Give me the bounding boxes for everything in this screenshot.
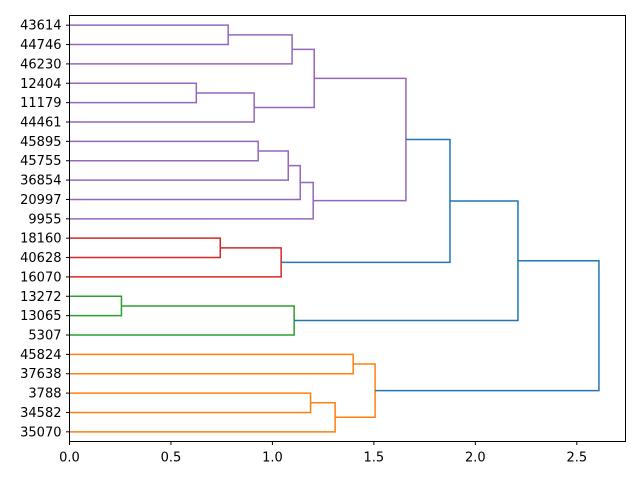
x-axis-ticks: 0.0 0.5 1.0 1.5 2.0 2.5 xyxy=(59,441,587,466)
dendrogram-links xyxy=(69,24,600,433)
leaf-label: 11179 xyxy=(20,96,61,111)
plot-frame xyxy=(69,15,626,442)
leaf-label: 16070 xyxy=(20,270,61,285)
leaf-label: 40628 xyxy=(20,251,61,266)
leaf-label: 37638 xyxy=(20,367,61,382)
leaf-label: 13065 xyxy=(20,309,61,324)
leaf-label: 34582 xyxy=(20,406,61,421)
leaf-label: 45824 xyxy=(20,348,61,363)
leaf-label: 20997 xyxy=(20,193,61,208)
dendrogram-link xyxy=(69,295,123,317)
leaf-labels: 43614 44746 46230 12404 11179 44461 45895 45755… xyxy=(20,19,70,440)
leaf-label: 45895 xyxy=(20,135,61,150)
dendrogram-link xyxy=(335,363,376,419)
leaf-label: 44461 xyxy=(20,116,61,131)
x-tick-label: 0.0 xyxy=(59,451,80,466)
leaf-label: 9955 xyxy=(28,212,61,227)
x-tick-label: 2.5 xyxy=(566,451,587,466)
leaf-label: 46230 xyxy=(20,57,61,72)
dendrogram-link xyxy=(254,48,315,109)
leaf-label: 35070 xyxy=(20,425,61,440)
leaf-label: 45755 xyxy=(20,154,61,169)
leaf-label: 5307 xyxy=(28,329,61,344)
leaf-label: 44746 xyxy=(20,38,61,53)
dendrogram-link xyxy=(69,305,295,336)
leaf-label: 12404 xyxy=(20,77,61,92)
x-tick-label: 0.5 xyxy=(161,451,182,466)
leaf-label: 18160 xyxy=(20,232,61,247)
dendrogram-link xyxy=(69,24,229,46)
x-tick-label: 1.0 xyxy=(262,451,283,466)
dendrogram-link xyxy=(375,259,600,392)
dendrogram-link xyxy=(69,247,282,278)
x-tick-label: 1.5 xyxy=(364,451,385,466)
leaf-label: 13272 xyxy=(20,290,61,305)
dendrogram-link xyxy=(69,150,289,181)
leaf-label: 3788 xyxy=(28,387,61,402)
leaf-label: 36854 xyxy=(20,174,61,189)
dendrogram-link xyxy=(281,138,451,264)
leaf-label: 43614 xyxy=(20,19,61,34)
x-tick-label: 2.0 xyxy=(465,451,486,466)
dendrogram-link xyxy=(69,237,222,259)
dendrogram-link xyxy=(69,140,259,162)
